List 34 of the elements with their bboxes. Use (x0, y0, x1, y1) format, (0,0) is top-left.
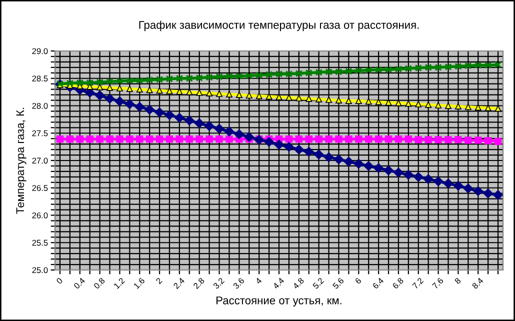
x-tick-label: 5.2 (312, 277, 324, 290)
x-tick-label: 1.2 (113, 277, 126, 289)
y-tick-label: 27.0 (32, 158, 48, 164)
x-tick-label: 3.6 (232, 277, 245, 290)
x-tick-label: 8.4 (472, 277, 484, 290)
x-axis-title: Расстояние от устья, км. (216, 296, 342, 307)
y-tick-label: 28.0 (32, 102, 48, 109)
y-tick-label: 25.0 (32, 267, 48, 274)
y-tick-label: 26.5 (32, 185, 48, 191)
x-tick-label: 2.8 (192, 277, 205, 290)
chart-title: График зависимости температуры газа от расстояния. (139, 20, 419, 32)
x-tick-label: 0.4 (73, 277, 86, 290)
x-tick-label: 0 (56, 277, 63, 284)
x-tick-label: 7.2 (412, 277, 424, 290)
x-tick-label: 6.8 (392, 277, 404, 290)
x-tick-label: 3.2 (212, 277, 225, 290)
x-tick-label: 5.6 (332, 277, 344, 290)
x-tick-label: 4.4 (272, 277, 284, 290)
x-tick-label: 6 (354, 277, 362, 284)
x-tick-label: 1.6 (133, 277, 146, 290)
x-tick-label: 4.8 (292, 277, 304, 290)
x-tick-label: 7.6 (432, 277, 444, 290)
x-tick-label: 8 (454, 277, 462, 284)
x-tick-label: 6.4 (372, 277, 384, 290)
x-tick-label: 2.4 (173, 277, 185, 290)
x-tick-label: 4 (255, 277, 262, 284)
y-tick-label: 28.5 (32, 76, 48, 82)
y-tick-label: 26.0 (32, 212, 48, 218)
y-tick-label: 27.5 (32, 130, 48, 136)
x-tick-label: 0.8 (93, 277, 106, 290)
y-axis-title: Температура газа, К. (16, 108, 26, 214)
y-tick-label: 25.5 (32, 240, 48, 246)
x-tick-label: 2 (156, 277, 162, 284)
y-tick-label: 29.0 (32, 48, 48, 54)
